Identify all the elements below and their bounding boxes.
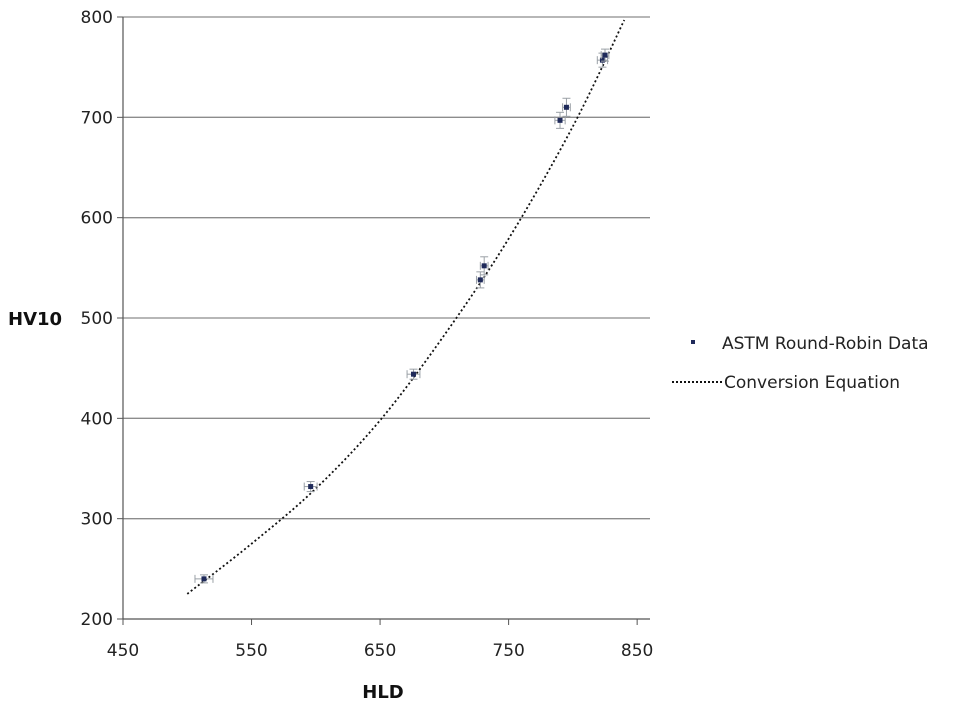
data-point-6	[562, 97, 571, 117]
y-tick-label-200: 200	[81, 610, 113, 630]
data-marker-3	[477, 277, 483, 283]
data-marker-2	[410, 371, 416, 377]
grid-lines	[123, 16, 650, 520]
data-marker-8	[602, 52, 608, 58]
data-marker-5	[557, 117, 563, 123]
x-tick-label-550: 550	[235, 641, 267, 661]
data-marker-6	[563, 104, 569, 110]
conversion-equation-line	[186, 19, 626, 595]
data-point-2	[406, 368, 421, 380]
data-marker-7	[599, 57, 605, 63]
data-point-3	[475, 271, 485, 289]
y-tick-labels: 200 300 400 500 600 700 800	[81, 8, 113, 630]
legend-label-line: Conversion Equation	[724, 373, 900, 393]
x-axis-label: HLD	[362, 682, 403, 703]
data-point-0	[194, 574, 214, 584]
data-point-8	[600, 48, 610, 62]
data-marker-4	[481, 263, 487, 269]
legend-scatter-marker	[691, 340, 695, 344]
x-tick-label-850: 850	[621, 641, 653, 661]
y-tick-label-400: 400	[81, 409, 113, 429]
data-marker-1	[308, 484, 314, 490]
data-point-4	[479, 256, 489, 276]
x-tick-label-450: 450	[107, 641, 139, 661]
data-marker-0	[201, 576, 207, 582]
data-point-5	[554, 111, 566, 129]
legend-label-scatter: ASTM Round-Robin Data	[722, 334, 929, 354]
y-tick-label-500: 500	[81, 309, 113, 329]
x-tick-label-750: 750	[492, 641, 524, 661]
data-points	[194, 48, 610, 584]
x-tick-labels: 450 550 650 750 850	[107, 641, 654, 661]
y-tick-label-800: 800	[81, 8, 113, 28]
conversion-equation-curve	[186, 19, 626, 595]
y-tick-label-300: 300	[81, 510, 113, 530]
data-point-1	[303, 481, 318, 493]
y-tick-label-600: 600	[81, 209, 113, 229]
y-tick-label-700: 700	[81, 108, 113, 128]
legend: ASTM Round-Robin Data Conversion Equatio…	[672, 334, 929, 393]
axes	[117, 16, 650, 625]
y-axis-label: HV10	[8, 309, 62, 330]
x-tick-label-650: 650	[364, 641, 396, 661]
